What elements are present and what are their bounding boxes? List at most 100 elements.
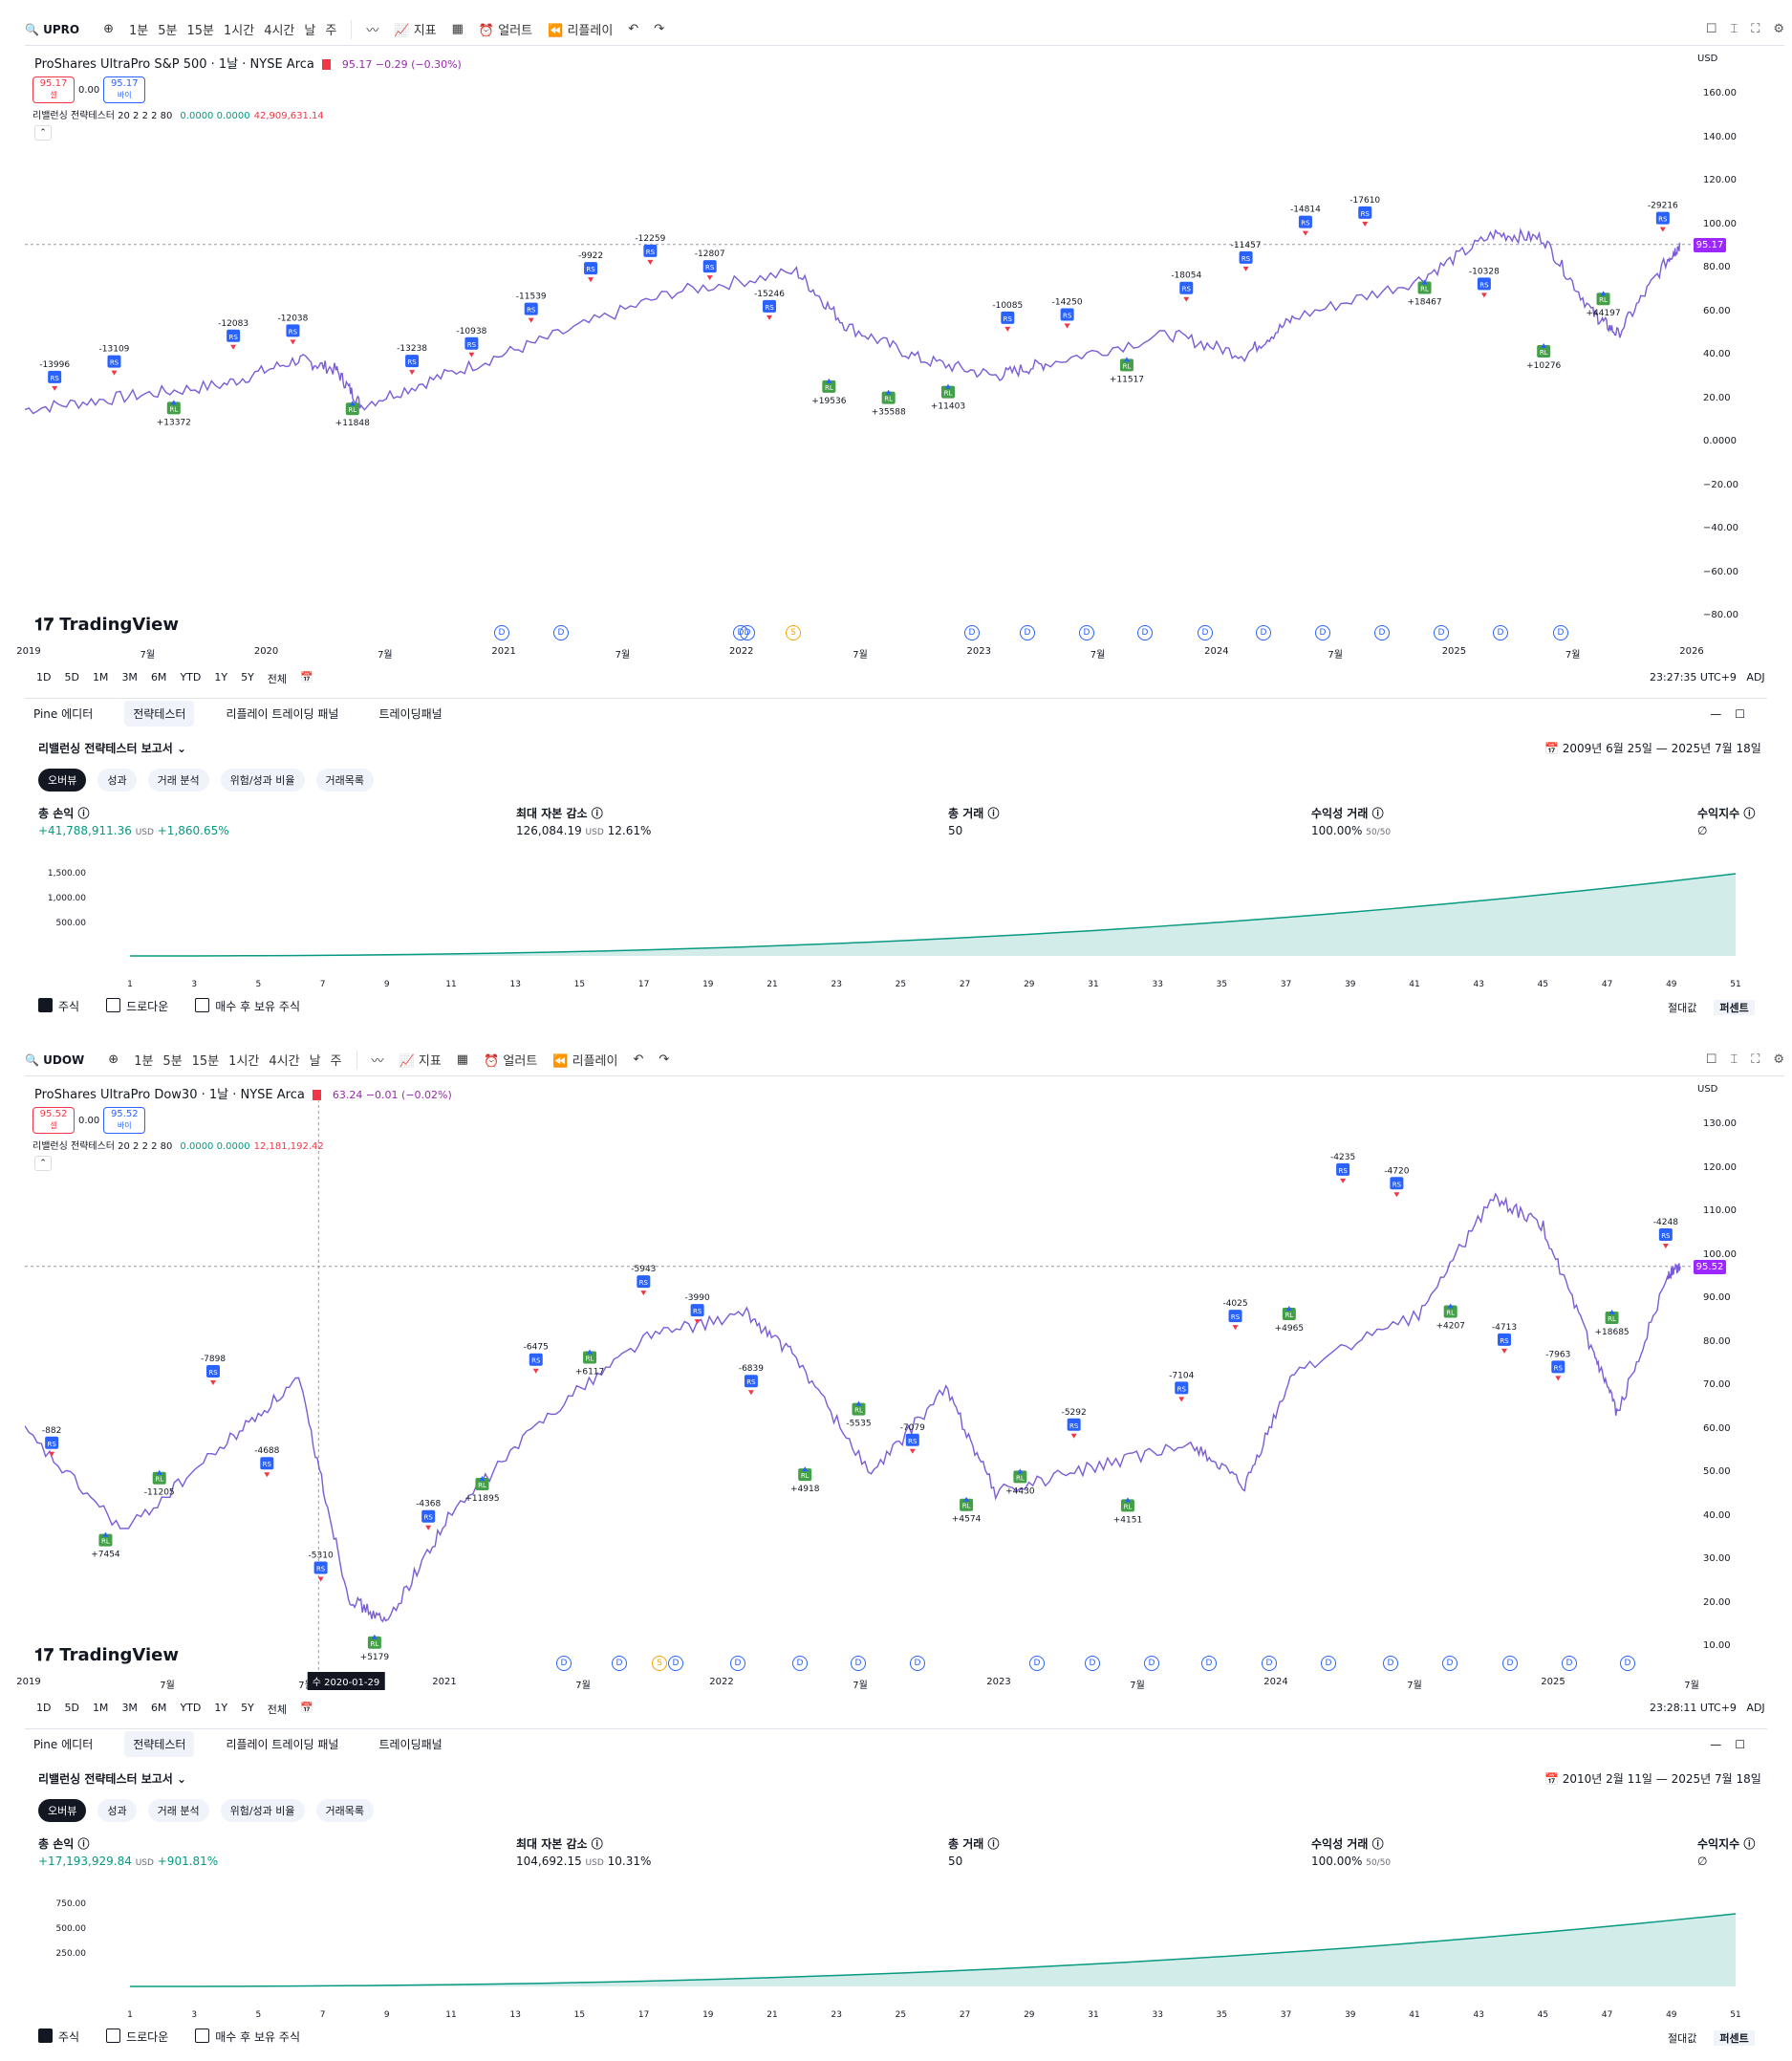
snapshot-icon[interactable]: ⚙: [1773, 1052, 1784, 1067]
redo-icon[interactable]: ↷: [659, 1052, 670, 1067]
report-subtab-2[interactable]: 거래 분석: [147, 1799, 209, 1822]
collapse-icon[interactable]: ⌃: [34, 125, 52, 141]
range-2[interactable]: 1M: [92, 671, 109, 683]
alerts-button[interactable]: ⏰ 얼러트: [478, 24, 533, 38]
dividend-mark[interactable]: D: [1198, 625, 1213, 640]
range-1[interactable]: 5D: [64, 671, 79, 683]
dividend-mark[interactable]: D: [910, 1656, 925, 1671]
adj-toggle[interactable]: ADJ: [1746, 1702, 1765, 1714]
report-subtab-4[interactable]: 거래목록: [315, 1799, 375, 1822]
interval-5[interactable]: 날: [304, 24, 316, 38]
range-3[interactable]: 3M: [121, 671, 138, 683]
panel-tab-1[interactable]: 전략테스터: [124, 701, 195, 727]
range-5[interactable]: YTD: [180, 671, 202, 683]
interval-0[interactable]: 1분: [129, 24, 149, 38]
redo-icon[interactable]: ↷: [654, 22, 665, 36]
range-2[interactable]: 1M: [92, 1702, 109, 1714]
buy-button[interactable]: 95.17 바이: [103, 76, 146, 103]
dividend-mark[interactable]: D: [553, 625, 569, 640]
report-title[interactable]: 리밸런싱 전략테스터 보고서 ⌄: [38, 742, 187, 755]
unit-1[interactable]: 퍼센트: [1714, 2030, 1755, 2046]
split-mark[interactable]: S: [786, 625, 801, 640]
dividend-mark[interactable]: D: [851, 1656, 866, 1671]
goto-date-icon[interactable]: 📅: [300, 671, 313, 683]
dividend-mark[interactable]: D: [494, 625, 509, 640]
range-8[interactable]: 전체: [267, 1703, 288, 1716]
range-8[interactable]: 전체: [267, 673, 288, 685]
option-2[interactable]: 매수 후 보유 주식: [195, 2028, 300, 2045]
alerts-button[interactable]: ⏰ 얼러트: [484, 1054, 538, 1069]
add-symbol-icon[interactable]: ⊕: [108, 1052, 119, 1067]
collapse-icon[interactable]: ⌃: [34, 1156, 52, 1171]
interval-1[interactable]: 5분: [158, 24, 178, 38]
option-1[interactable]: 드로다운: [106, 2028, 168, 2045]
interval-3[interactable]: 1시간: [228, 1054, 260, 1069]
currency-label[interactable]: USD: [1697, 1084, 1718, 1095]
dividend-mark[interactable]: D: [1315, 625, 1330, 640]
dividend-mark[interactable]: D: [964, 625, 980, 640]
report-subtab-0[interactable]: 오버뷰: [38, 1799, 87, 1822]
panel-tab-1[interactable]: 전략테스터: [124, 1731, 195, 1757]
panel-tab-3[interactable]: 트레이딩패널: [378, 707, 443, 721]
indicators-button[interactable]: 📈 지표: [394, 24, 437, 38]
sell-button[interactable]: 95.52 셀: [32, 1107, 75, 1134]
window-icon[interactable]: ☐: [1705, 22, 1717, 36]
interval-5[interactable]: 날: [309, 1054, 321, 1069]
layout-icon[interactable]: ▦: [456, 1052, 469, 1067]
fullscreen-icon[interactable]: ⛶: [1751, 1052, 1760, 1067]
range-7[interactable]: 5Y: [241, 1702, 254, 1714]
report-title[interactable]: 리밸런싱 전략테스터 보고서 ⌄: [38, 1772, 187, 1786]
date-range[interactable]: 📅 2009년 6월 25일 — 2025년 7월 18일: [1544, 742, 1761, 755]
interval-2[interactable]: 15분: [191, 1054, 220, 1069]
range-0[interactable]: 1D: [36, 671, 52, 683]
dividend-mark[interactable]: D: [1553, 625, 1568, 640]
text-cursor-icon[interactable]: ⌶: [1730, 22, 1738, 36]
split-mark[interactable]: S: [652, 1656, 667, 1671]
dividend-mark[interactable]: D: [1374, 625, 1390, 640]
report-subtab-1[interactable]: 성과: [97, 1799, 137, 1822]
range-3[interactable]: 3M: [121, 1702, 138, 1714]
dividend-mark[interactable]: D: [1262, 1656, 1277, 1671]
range-4[interactable]: 6M: [150, 671, 167, 683]
dividend-mark[interactable]: D: [1085, 1656, 1100, 1671]
price-chart[interactable]: RS -13996 RS -13109 RL +13372 RS -12083 RS -12038…: [25, 69, 1769, 648]
dividend-mark[interactable]: D: [556, 1656, 572, 1671]
dividend-mark[interactable]: D: [1493, 625, 1508, 640]
interval-6[interactable]: 주: [325, 24, 337, 38]
window-icon[interactable]: ☐: [1705, 1052, 1717, 1067]
currency-label[interactable]: USD: [1697, 54, 1718, 64]
adj-toggle[interactable]: ADJ: [1746, 671, 1765, 683]
sell-button[interactable]: 95.17 셀: [32, 76, 75, 103]
option-1[interactable]: 드로다운: [106, 998, 168, 1014]
strategy-legend[interactable]: 리밸런싱 전략테스터 20 2 2 2 80 0.0000 0.0000 42,90…: [32, 111, 324, 121]
layout-icon[interactable]: ▦: [451, 22, 464, 36]
snapshot-icon[interactable]: ⚙: [1773, 22, 1784, 36]
symbol-search[interactable]: 🔍 UDOW: [25, 1052, 85, 1067]
dividend-mark[interactable]: D: [1201, 1656, 1217, 1671]
range-4[interactable]: 6M: [150, 1702, 167, 1714]
dividend-mark[interactable]: D: [730, 1656, 745, 1671]
range-6[interactable]: 1Y: [214, 671, 228, 683]
undo-icon[interactable]: ↶: [633, 1052, 644, 1067]
date-range[interactable]: 📅 2010년 2월 11일 — 2025년 7월 18일: [1544, 1772, 1761, 1786]
interval-2[interactable]: 15분: [186, 24, 214, 38]
add-symbol-icon[interactable]: ⊕: [103, 22, 115, 36]
interval-4[interactable]: 4시간: [269, 1054, 300, 1069]
symbol-search[interactable]: 🔍 UPRO: [25, 22, 80, 36]
dividend-mark[interactable]: D: [1620, 1656, 1635, 1671]
unit-1[interactable]: 퍼센트: [1714, 1000, 1755, 1015]
dividend-mark[interactable]: D: [668, 1656, 683, 1671]
dividend-mark[interactable]: D: [1020, 625, 1035, 640]
range-6[interactable]: 1Y: [214, 1702, 228, 1714]
dividend-mark[interactable]: D: [1383, 1656, 1398, 1671]
replay-button[interactable]: ⏪ 리플레이: [548, 24, 614, 38]
panel-tab-0[interactable]: Pine 에디터: [33, 707, 94, 721]
report-subtab-4[interactable]: 거래목록: [315, 769, 375, 792]
option-0[interactable]: 주식: [38, 2028, 79, 2045]
interval-4[interactable]: 4시간: [264, 24, 295, 38]
dividend-mark[interactable]: D: [740, 625, 755, 640]
interval-1[interactable]: 5분: [162, 1054, 183, 1069]
window-controls-icon[interactable]: —☐: [1710, 1737, 1759, 1751]
interval-3[interactable]: 1시간: [224, 24, 255, 38]
